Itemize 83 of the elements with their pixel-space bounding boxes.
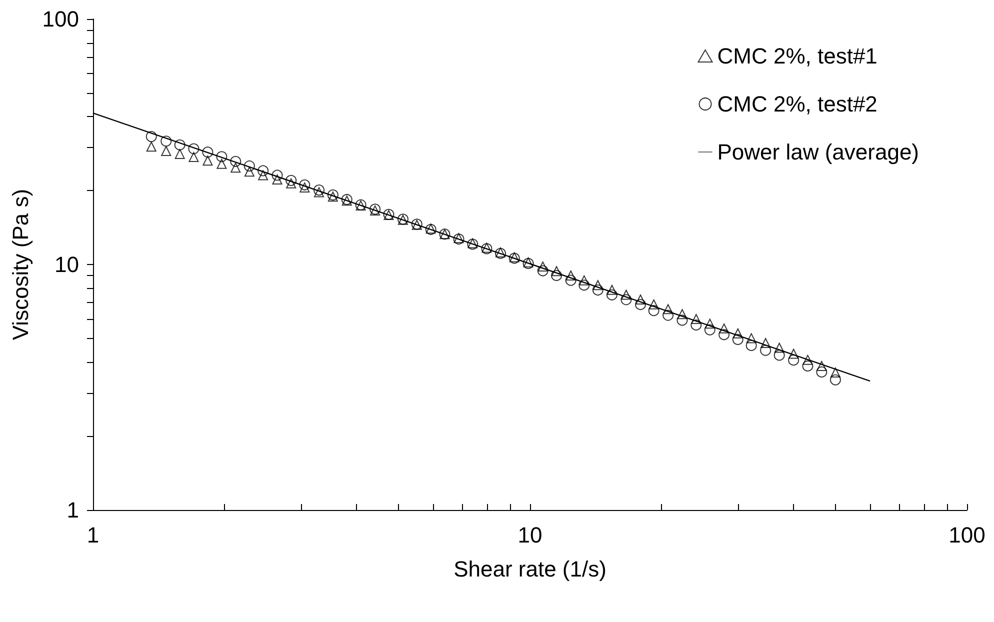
point — [160, 136, 172, 147]
point — [746, 340, 757, 351]
point — [551, 270, 562, 281]
point — [676, 314, 688, 326]
point — [230, 156, 242, 167]
point — [314, 184, 325, 196]
point — [188, 143, 200, 154]
point — [620, 294, 632, 306]
point — [314, 187, 324, 198]
point — [662, 310, 674, 321]
point — [286, 174, 297, 186]
point — [663, 304, 674, 314]
point — [216, 158, 227, 169]
x-tick-label: 10 — [518, 522, 542, 548]
point — [202, 156, 213, 166]
point — [188, 152, 199, 162]
point — [538, 262, 548, 272]
point — [230, 162, 241, 173]
legend-label: CMC 2%, test#2 — [717, 92, 878, 116]
point — [244, 166, 254, 177]
point — [677, 309, 688, 320]
point — [760, 344, 772, 356]
y-tick-label: 100 — [42, 6, 79, 32]
point — [161, 146, 172, 156]
point — [565, 274, 576, 286]
point — [299, 179, 310, 190]
point — [258, 165, 269, 176]
point — [718, 329, 730, 340]
point — [537, 265, 548, 276]
point — [327, 189, 338, 200]
point — [830, 368, 840, 378]
point — [704, 318, 715, 329]
legend-label: Power law (average) — [717, 140, 919, 164]
y-axis-title: Viscosity (Pa s) — [8, 188, 33, 340]
point — [802, 354, 813, 365]
point — [635, 294, 646, 305]
point — [774, 350, 785, 361]
point — [816, 366, 828, 378]
point — [592, 280, 603, 290]
point — [272, 174, 282, 184]
point — [216, 151, 228, 162]
point — [606, 284, 617, 295]
point — [328, 192, 338, 202]
point — [816, 360, 827, 371]
x-axis-title: Shear rate (1/s) — [454, 556, 606, 582]
point — [300, 182, 310, 192]
y-tick-label: 1 — [66, 498, 79, 522]
point — [788, 354, 800, 366]
point — [719, 323, 730, 334]
point — [174, 139, 186, 150]
point — [648, 305, 660, 316]
point — [566, 270, 576, 280]
point — [606, 289, 618, 300]
point — [286, 178, 296, 188]
point — [202, 146, 214, 158]
point — [732, 328, 743, 338]
point — [258, 170, 268, 180]
point — [272, 170, 283, 181]
point — [592, 284, 604, 296]
point — [732, 334, 744, 345]
point — [760, 338, 771, 348]
point — [774, 342, 784, 353]
point — [691, 314, 702, 324]
point — [830, 374, 841, 386]
point — [648, 299, 659, 310]
point — [788, 348, 799, 359]
y-tick-label: 10 — [54, 252, 79, 277]
x-tick-label: 100 — [948, 522, 986, 548]
point — [244, 160, 255, 172]
point — [690, 320, 702, 330]
point — [621, 290, 632, 300]
x-tick-label: 1 — [86, 522, 100, 548]
point — [174, 148, 185, 159]
point — [579, 275, 590, 286]
point — [578, 280, 590, 291]
legend-label: CMC 2%, test#1 — [717, 44, 878, 68]
point — [146, 131, 157, 142]
point — [704, 324, 716, 336]
point — [552, 266, 562, 276]
point — [746, 333, 756, 344]
point — [802, 360, 814, 372]
point — [635, 299, 646, 310]
point — [146, 142, 156, 152]
